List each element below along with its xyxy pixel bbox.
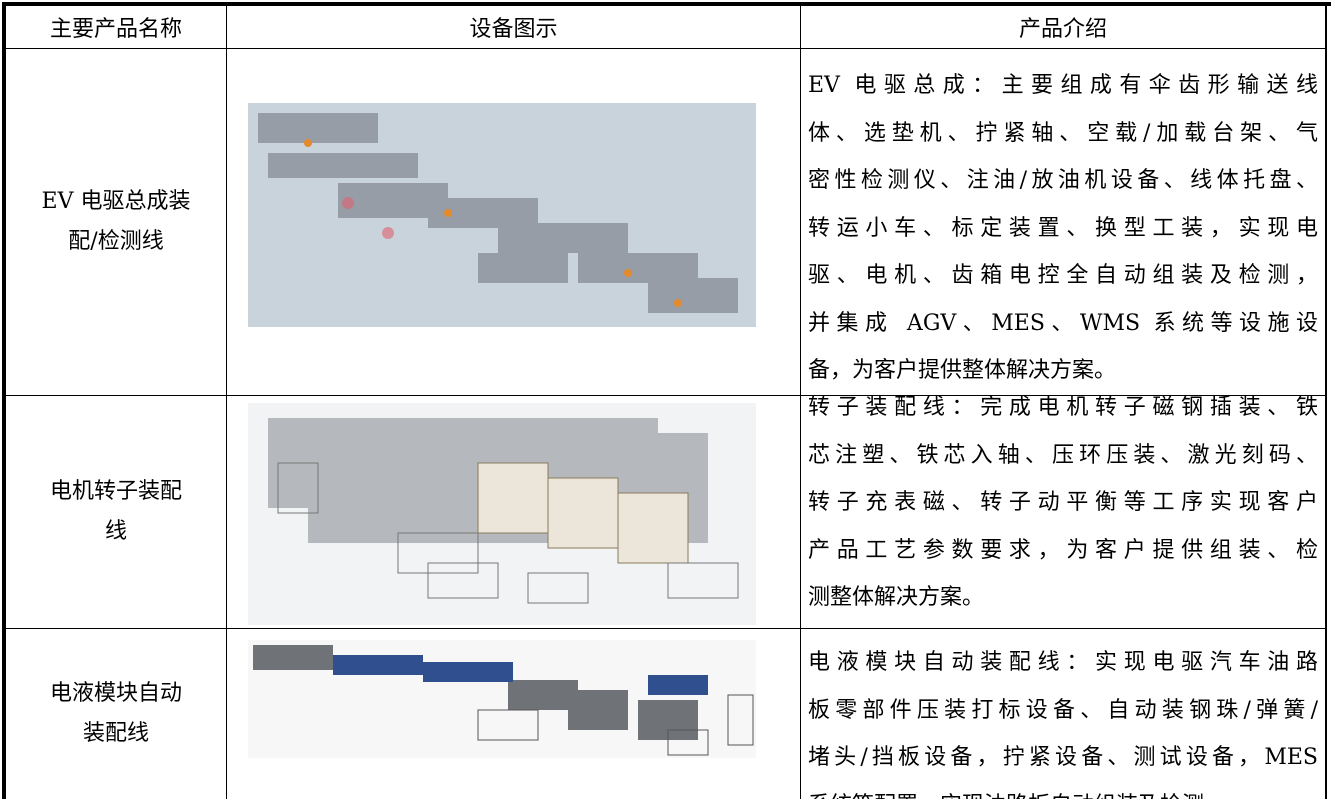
header-cell: 产品介绍 xyxy=(1018,17,1107,42)
header-cell: 设备图示 xyxy=(469,17,558,42)
name-line: 电液模块自动 xyxy=(49,680,182,706)
description-line: 转子装配线：完成电机转子磁钢插装、铁 xyxy=(808,395,1318,420)
border xyxy=(1325,6,1327,799)
product-name: 电机转子装配线 xyxy=(6,395,226,628)
product-name: 电液模块自动 装配线 xyxy=(6,628,226,799)
header-cell: 主要产品名称 xyxy=(49,17,182,42)
description-line: 并集成 AGV、MES、WMS 系统等设施设 xyxy=(808,310,1318,336)
equipment-image xyxy=(248,403,756,625)
product-name: EV 电驱总成装 配/检测线 xyxy=(6,48,226,395)
grid-line xyxy=(6,395,1326,396)
description-line: 电液模块自动装配线：实现电驱汽车油路 xyxy=(808,650,1318,675)
description-line: 板零部件压装打标设备、自动装钢珠/弹簧/ xyxy=(808,697,1318,723)
name-line: 装配线 xyxy=(82,720,149,746)
product-description: 转子装配线：完成电机转子磁钢插装、铁 芯注塑、铁芯入轴、压环压装、激光刻码、 转子充… xyxy=(808,384,1318,622)
equipment-image xyxy=(248,640,756,758)
description-line: 驱、电机、齿箱电控全自动组装及检测， xyxy=(808,263,1318,288)
name-line: 电机转子装配 xyxy=(49,478,182,504)
description-line: 备，为客户提供整体解决方案。 xyxy=(808,358,1117,383)
grid-line xyxy=(6,628,1326,629)
product-description: EV 电驱总成：主要组成有伞齿形输送线 体、选垫机、拧紧轴、空载/加载台架、气 密性… xyxy=(808,62,1318,395)
description-line: 堵头/挡板设备，拧紧设备、测试设备，MES xyxy=(808,745,1318,770)
description-line: 芯注塑、铁芯入轴、压环压装、激光刻码、 xyxy=(808,442,1318,468)
name-line: 线 xyxy=(104,518,127,544)
grid-line xyxy=(6,48,1326,49)
description-line: 密性检测仪、注油/放油机设备、线体托盘、 xyxy=(808,168,1318,193)
equipment-image xyxy=(248,103,756,327)
description-line: 转运小车、标定装置、换型工装，实现电 xyxy=(808,215,1318,241)
border xyxy=(2,2,6,799)
description-line: 系统等配置，实现油路板自动组装及检测。 xyxy=(808,782,1318,799)
description-line: 体、选垫机、拧紧轴、空载/加载台架、气 xyxy=(808,120,1318,146)
grid-line xyxy=(800,6,801,799)
name-line: 配/检测线 xyxy=(68,228,164,254)
description-line: 转子充表磁、转子动平衡等工序实现客户 xyxy=(808,490,1318,515)
description-line: EV 电驱总成：主要组成有伞齿形输送线 xyxy=(808,73,1318,98)
border xyxy=(2,2,1331,6)
name-line: EV 电驱总成装 xyxy=(41,188,191,214)
grid-line xyxy=(226,6,227,799)
product-description: 电液模块自动装配线：实现电驱汽车油路 板零部件压装打标设备、自动装钢珠/弹簧/堵头… xyxy=(808,639,1318,799)
description-line: 测整体解决方案。 xyxy=(808,585,985,610)
description-line: 产品工艺参数要求，为客户提供组装、检 xyxy=(808,537,1318,563)
